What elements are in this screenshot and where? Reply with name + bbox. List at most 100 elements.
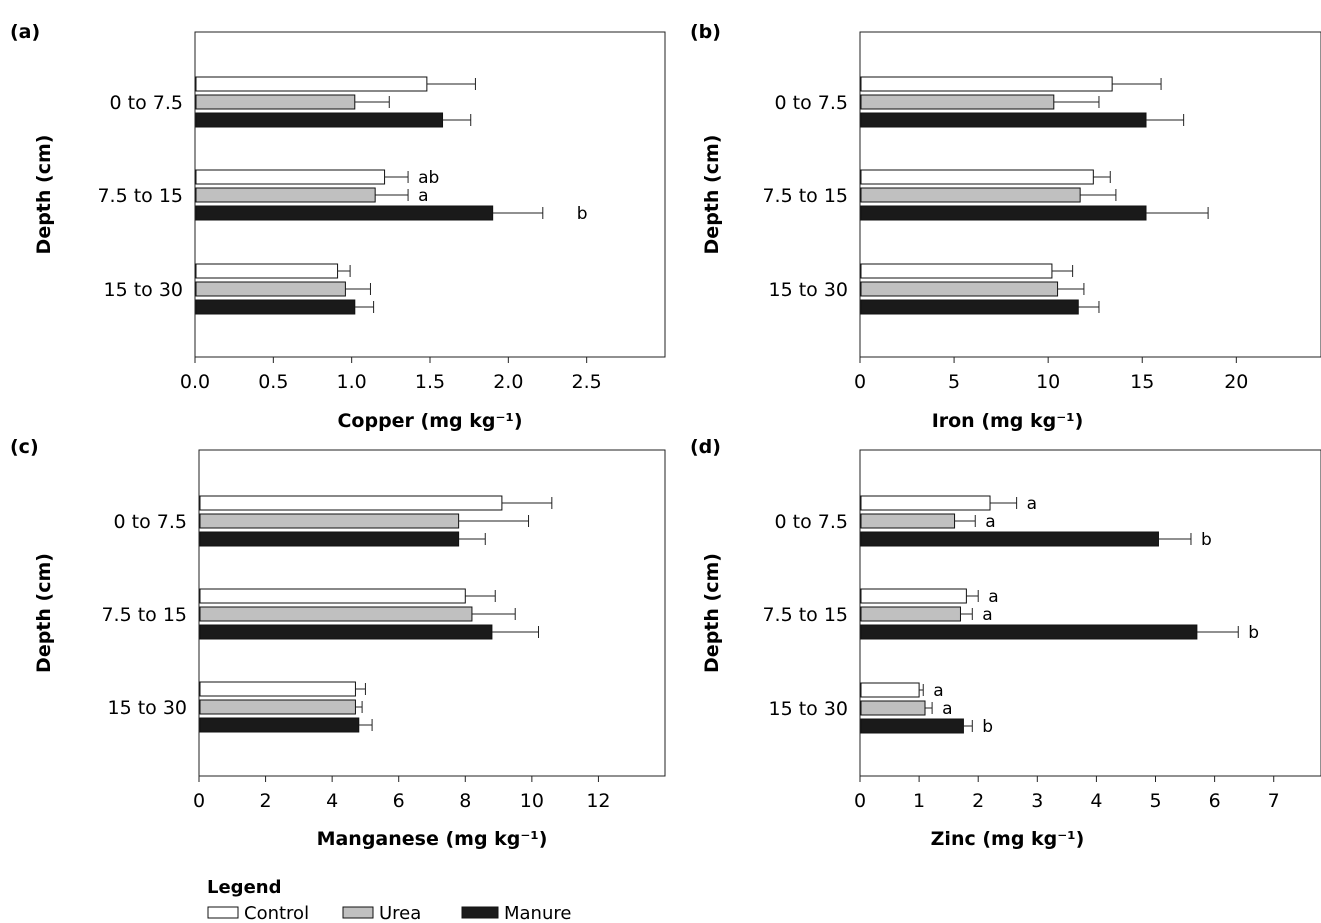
x-tick-label: 0 <box>854 371 866 393</box>
legend-swatch-urea <box>342 906 374 919</box>
x-tick-label: 4 <box>326 790 338 812</box>
x-tick-label: 0 <box>854 790 866 812</box>
bar-control <box>860 588 967 604</box>
legend-swatch-control <box>207 906 239 919</box>
bar-control <box>199 681 356 697</box>
legend-label-control: Control <box>244 903 309 923</box>
bar-manure <box>860 205 1147 221</box>
bar-manure <box>860 112 1147 128</box>
x-tick-label: 10 <box>520 790 544 812</box>
x-tick-label: 1 <box>913 790 925 812</box>
plot-frame <box>859 449 1321 777</box>
bar-control <box>199 495 503 511</box>
x-tick-label: 5 <box>948 371 960 393</box>
x-tick-label: 6 <box>1209 790 1221 812</box>
bar-urea <box>199 699 356 715</box>
category-label: 15 to 30 <box>768 279 848 301</box>
x-tick-label: 5 <box>1149 790 1161 812</box>
x-tick-label: 0.5 <box>258 371 288 393</box>
category-label: 0 to 7.5 <box>775 92 848 114</box>
significance-letter: a <box>933 681 943 701</box>
category-label: 7.5 to 15 <box>762 604 848 626</box>
bar-control <box>860 76 1113 92</box>
x-tick-label: 2.5 <box>572 371 602 393</box>
x-axis-title: Copper (mg kg⁻¹) <box>337 410 522 432</box>
bar-control <box>860 263 1053 279</box>
bar-control <box>195 263 339 279</box>
chart-panel-b: (b) 0 to 7.5 7.5 to 15 15 to 30 0 5 10 15 20 Iron… <box>690 21 1321 432</box>
x-tick-label: 0 <box>193 790 205 812</box>
bar-manure <box>195 299 356 315</box>
significance-letter: ab <box>418 168 439 188</box>
category-label: 0 to 7.5 <box>114 511 187 533</box>
bar-control <box>199 588 466 604</box>
bar-manure <box>199 717 360 733</box>
bar-urea <box>860 187 1081 203</box>
significance-letter: b <box>577 204 588 224</box>
significance-letter: b <box>1248 623 1259 643</box>
x-tick-label: 7 <box>1268 790 1280 812</box>
legend-swatch-manure <box>461 906 499 919</box>
plot-frame <box>859 31 1321 358</box>
category-label: 7.5 to 15 <box>101 604 187 626</box>
significance-letter: b <box>982 717 993 737</box>
legend-title: Legend <box>207 877 281 898</box>
x-tick-label: 2 <box>260 790 272 812</box>
x-tick-label: 12 <box>586 790 610 812</box>
bar-manure <box>199 624 493 640</box>
y-axis-title: Depth (cm) <box>33 135 55 255</box>
x-axis-title: Iron (mg kg⁻¹) <box>932 410 1084 432</box>
x-tick-label: 4 <box>1090 790 1102 812</box>
bar-manure <box>860 624 1198 640</box>
bar-control <box>860 169 1094 185</box>
panel-label: (a) <box>10 21 40 43</box>
bar-manure <box>195 112 444 128</box>
bar-control <box>860 682 920 698</box>
x-tick-label: 3 <box>1031 790 1043 812</box>
category-label: 15 to 30 <box>107 697 187 719</box>
bar-manure <box>195 205 494 221</box>
category-label: 15 to 30 <box>768 698 848 720</box>
bar-urea <box>860 700 926 716</box>
bar-urea <box>860 606 961 622</box>
significance-letter: b <box>1201 530 1212 550</box>
category-label: 0 to 7.5 <box>775 511 848 533</box>
bar-urea <box>860 281 1059 297</box>
bar-control <box>195 169 386 185</box>
x-axis-title: Manganese (mg kg⁻¹) <box>317 828 548 850</box>
chart-panel-c: (c) 0 to 7.5 7.5 to 15 15 to 30 0 2 4 6 8 10 12 Man… <box>10 436 666 850</box>
significance-letter: a <box>1027 494 1037 514</box>
legend-label-urea: Urea <box>379 903 421 923</box>
significance-letter: a <box>988 587 998 607</box>
y-axis-title: Depth (cm) <box>33 553 55 673</box>
bar-urea <box>199 606 473 622</box>
bar-control <box>860 495 991 511</box>
bar-urea <box>860 513 956 529</box>
significance-letter: a <box>985 512 995 532</box>
bar-urea <box>195 94 356 110</box>
y-axis-title: Depth (cm) <box>701 135 723 255</box>
bar-urea <box>195 187 376 203</box>
x-tick-label: 0.0 <box>180 371 210 393</box>
bar-manure <box>860 299 1079 315</box>
legend: Legend Control Urea Manure <box>207 877 571 923</box>
bar-urea <box>195 281 346 297</box>
significance-letter: a <box>942 699 952 719</box>
significance-letter: a <box>982 605 992 625</box>
x-tick-label: 8 <box>459 790 471 812</box>
bar-urea <box>199 513 460 529</box>
bar-manure <box>860 718 964 734</box>
x-tick-label: 6 <box>393 790 405 812</box>
x-tick-label: 20 <box>1224 371 1248 393</box>
x-tick-label: 15 <box>1130 371 1154 393</box>
y-axis-title: Depth (cm) <box>701 553 723 673</box>
panel-label: (c) <box>10 436 39 458</box>
x-tick-label: 1.5 <box>415 371 445 393</box>
plot-frame <box>198 449 666 777</box>
bar-manure <box>860 531 1159 547</box>
bar-manure <box>199 531 460 547</box>
panel-label: (d) <box>690 436 721 458</box>
